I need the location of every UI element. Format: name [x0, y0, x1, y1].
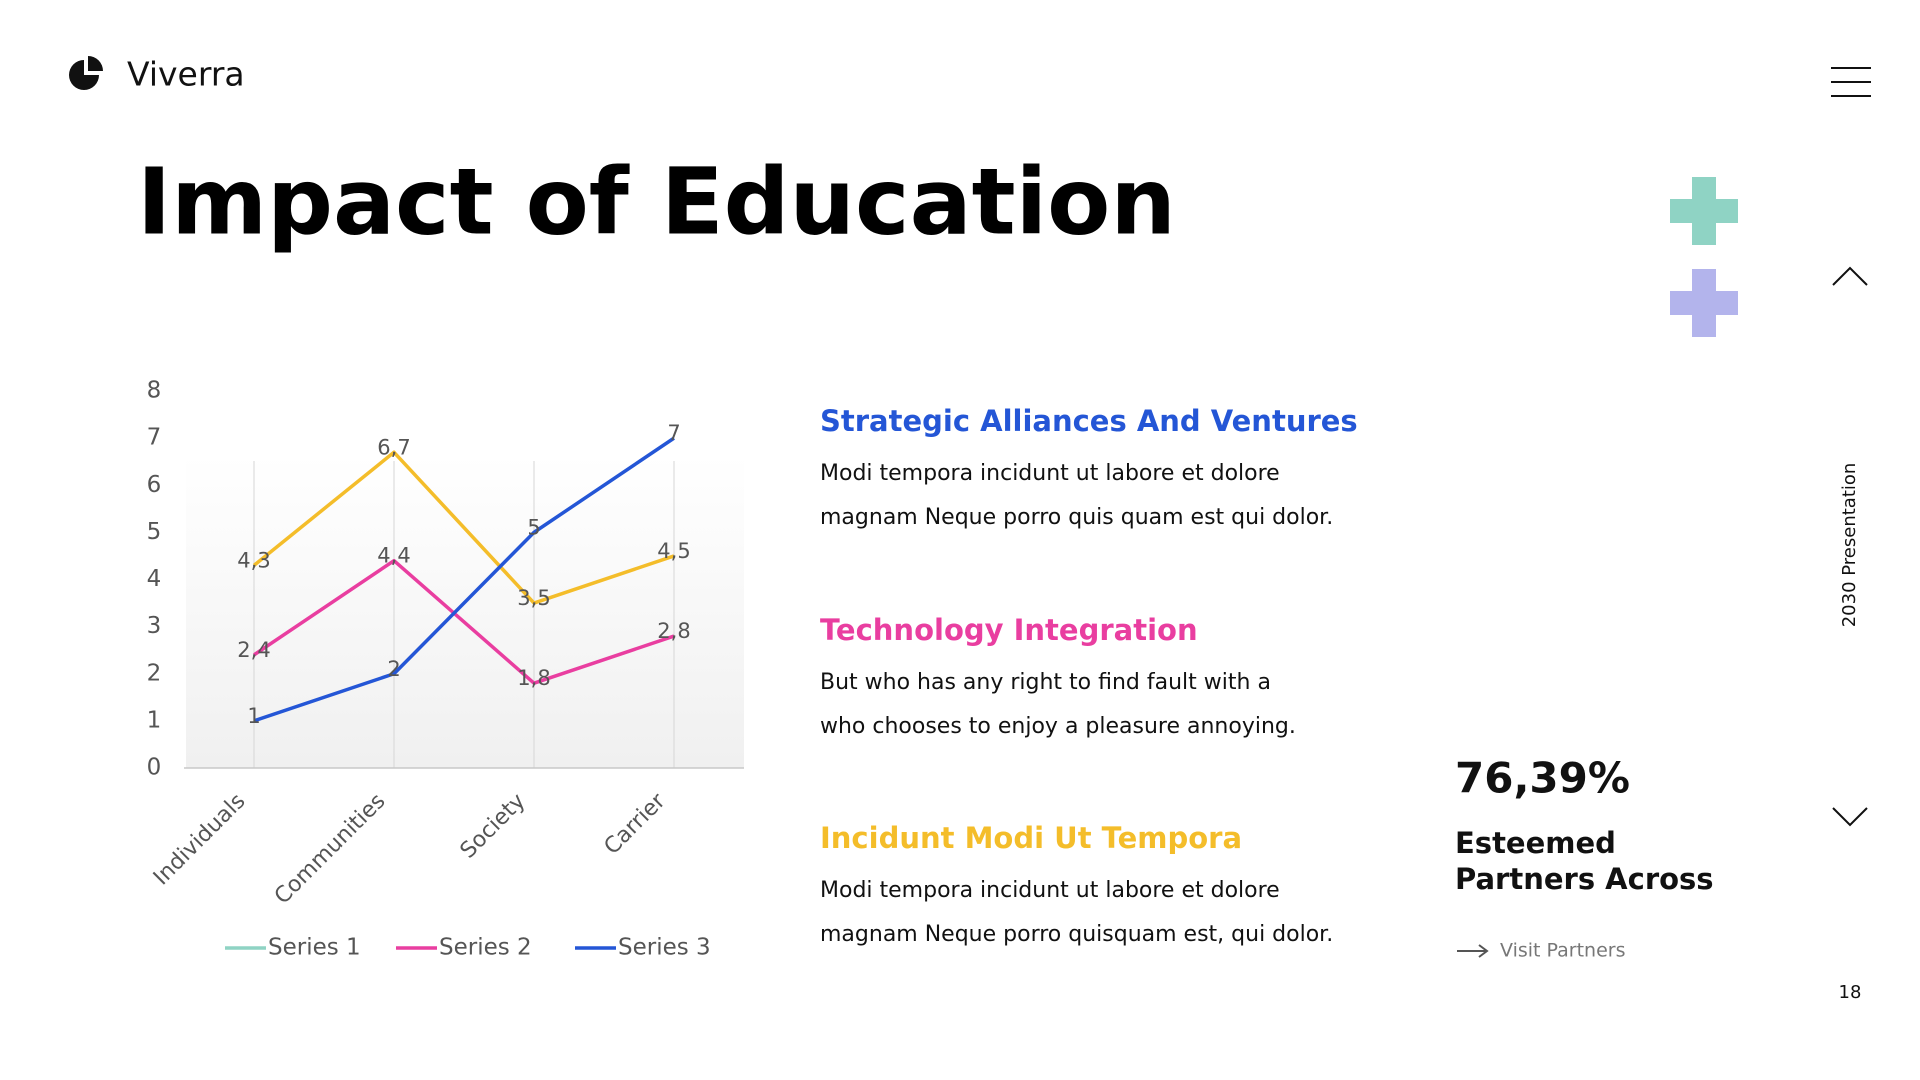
section-heading: Technology Integration	[820, 613, 1198, 647]
plus-lavender	[1670, 269, 1738, 337]
data-label: 5	[527, 515, 540, 539]
y-tick-label: 6	[147, 472, 162, 498]
x-tick-label: Carrier	[600, 788, 672, 860]
legend-label: Series 1	[268, 935, 361, 961]
section-body: magnam Neque porro quisquam est, qui dol…	[820, 922, 1333, 947]
y-tick-label: 3	[147, 613, 162, 639]
section-body: Modi tempora incidunt ut labore et dolor…	[820, 461, 1280, 486]
brand: Viverra	[127, 55, 245, 94]
y-tick-label: 1	[147, 707, 162, 733]
data-label: 7	[667, 421, 680, 445]
data-label: 4,4	[377, 544, 410, 568]
side-label: 2030 Presentation	[1839, 463, 1860, 628]
data-label: 2,4	[237, 638, 270, 662]
plot-background	[186, 455, 744, 768]
y-tick-label: 4	[147, 566, 162, 592]
y-tick-label: 5	[147, 519, 162, 545]
prev-button[interactable]	[1832, 266, 1868, 286]
y-tick-label: 7	[147, 425, 162, 451]
section-body: who chooses to enjoy a pleasure annoying…	[820, 714, 1296, 739]
section-body: But who has any right to find fault with…	[820, 670, 1271, 695]
link-text[interactable]: Visit Partners	[1500, 940, 1625, 962]
data-label: 6,7	[377, 435, 410, 459]
section-heading: Incidunt Modi Ut Tempora	[820, 821, 1242, 855]
data-label: 4,3	[237, 548, 270, 572]
slide-title: Impact of Education	[137, 148, 1176, 255]
section-heading: Strategic Alliances And Ventures	[820, 404, 1358, 438]
x-tick-label: Communities	[270, 789, 391, 910]
y-tick-label: 8	[147, 378, 162, 404]
stat-line: Partners Across	[1455, 862, 1714, 896]
legend-label: Series 3	[618, 935, 711, 961]
series-line	[252, 450, 675, 605]
visit-link[interactable]: Visit Partners	[1457, 940, 1625, 962]
x-tick-label: Individuals	[149, 789, 251, 891]
next-button[interactable]	[1832, 807, 1868, 827]
legend-label: Series 2	[439, 935, 532, 961]
data-label: 3,5	[517, 586, 550, 610]
series-line	[253, 558, 675, 685]
section-body: magnam Neque porro quis quam est qui dol…	[820, 505, 1333, 530]
stat-value: 76,39%	[1455, 754, 1630, 803]
plus-teal	[1670, 177, 1738, 245]
data-label: 1	[247, 704, 260, 728]
page-number: 18	[1839, 982, 1862, 1003]
data-label: 2	[387, 657, 400, 681]
data-label: 1,8	[517, 666, 550, 690]
data-label: 2,8	[657, 619, 690, 643]
data-label: 4,5	[657, 539, 690, 563]
x-tick-label: Society	[456, 789, 531, 864]
section-body: Modi tempora incidunt ut labore et dolor…	[820, 878, 1280, 903]
stat-line: Esteemed	[1455, 826, 1616, 860]
y-tick-label: 0	[147, 755, 162, 781]
series-line	[253, 436, 675, 723]
logo	[69, 56, 103, 90]
menu-button[interactable]	[1828, 62, 1874, 102]
y-tick-label: 2	[147, 660, 162, 686]
